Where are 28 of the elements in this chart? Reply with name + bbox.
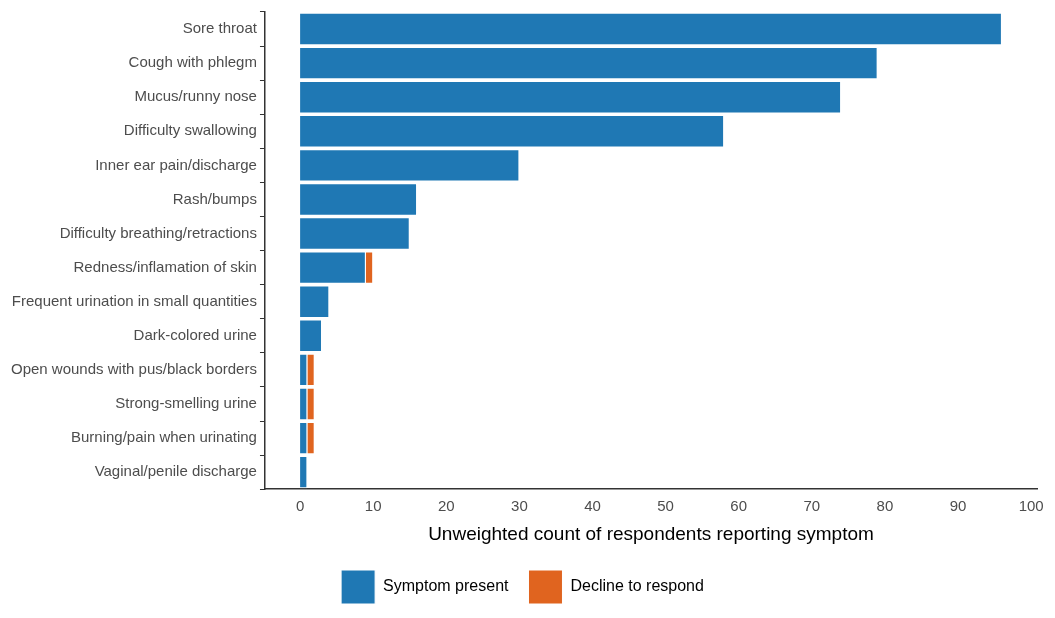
x-tick-label: 80 (876, 497, 894, 515)
x-tick-label: 20 (437, 497, 455, 515)
y-tick-label: Cough with phlegm (128, 53, 257, 71)
y-tick-label: Rash/bumps (172, 189, 257, 207)
legend-label: Symptom present (383, 577, 510, 595)
x-tick-label: 30 (511, 497, 528, 515)
y-tick-label: Dark-colored urine (133, 325, 257, 343)
y-tick-label: Vaginal/penile discharge (94, 462, 257, 480)
legend-label: Decline to respond (570, 577, 704, 595)
x-tick-label: 90 (949, 497, 967, 515)
y-tick-label: Redness/inflamation of skin (73, 257, 257, 275)
y-tick-label: Sore throat (182, 19, 258, 37)
x-tick-label: 0 (295, 497, 305, 515)
x-tick-label: 40 (584, 497, 601, 515)
x-tick-label: 60 (730, 497, 748, 515)
y-tick-label: Open wounds with pus/black borders (10, 360, 257, 378)
y-tick-label: Burning/pain when urinating (71, 428, 257, 446)
y-tick-label: Difficulty breathing/retractions (59, 223, 257, 241)
y-tick-label: Frequent urination in small quantities (11, 291, 257, 309)
y-tick-label: Difficulty swallowing (123, 121, 257, 139)
x-tick-label: 70 (803, 497, 821, 515)
x-tick-label: 50 (657, 497, 674, 515)
y-tick-label: Strong-smelling urine (115, 394, 257, 412)
x-tick-label: 10 (364, 497, 382, 515)
x-tick-label: 100 (1018, 497, 1044, 515)
y-tick-label: Inner ear pain/discharge (95, 155, 257, 173)
x-axis-title: Unweighted count of respondents reporting symptom (428, 522, 874, 544)
y-tick-label: Mucus/runny nose (134, 87, 257, 105)
